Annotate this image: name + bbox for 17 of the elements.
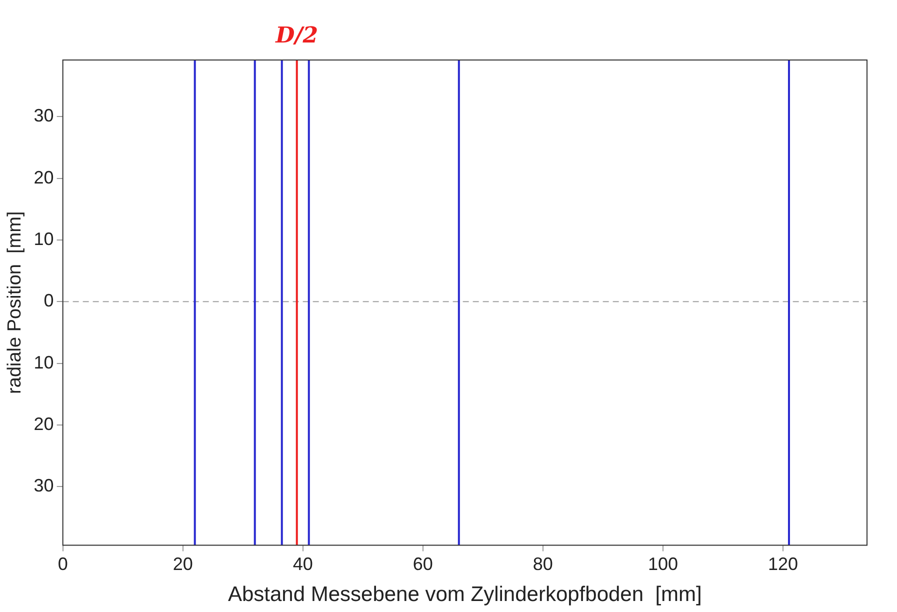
y-tick-label: 0 [44, 290, 54, 311]
y-tick-label: 30 [34, 106, 54, 126]
y-tick-label: 20 [34, 414, 54, 434]
x-tick-label: 80 [532, 554, 553, 574]
ref-line-label: D/2 [274, 22, 318, 49]
x-tick-label: 100 [648, 554, 678, 574]
x-tick-label: 120 [768, 554, 798, 574]
x-tick-label: 40 [292, 554, 313, 574]
y-axis-title: radiale Position [mm] [4, 211, 26, 394]
y-tick-label: 10 [34, 228, 54, 249]
x-axis-title: Abstand Messebene vom Zylinderkopfboden [mm] [228, 583, 702, 606]
x-tick-label: 60 [412, 554, 433, 574]
x-tick-label: 0 [58, 554, 68, 574]
y-tick-label: 10 [34, 352, 54, 372]
y-tick-label: 20 [34, 167, 54, 188]
x-tick-label: 20 [172, 554, 193, 574]
y-tick-label: 30 [34, 476, 54, 496]
